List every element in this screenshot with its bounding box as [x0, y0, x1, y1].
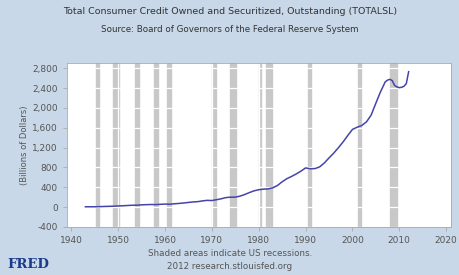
Bar — [308, 63, 310, 227]
Text: Shaded areas indicate US recessions.: Shaded areas indicate US recessions. — [147, 249, 312, 258]
Bar — [211, 63, 215, 227]
Text: FRED: FRED — [7, 258, 49, 271]
Bar — [112, 63, 119, 227]
Bar — [265, 63, 272, 227]
Bar — [153, 63, 157, 227]
Text: Total Consumer Credit Owned and Securitized, Outstanding (TOTALSL): Total Consumer Credit Owned and Securiti… — [63, 7, 396, 16]
Text: 2012 research.stlouisfed.org: 2012 research.stlouisfed.org — [167, 262, 292, 271]
Bar — [96, 63, 99, 227]
Bar — [134, 63, 139, 227]
Bar — [389, 63, 396, 227]
Bar — [258, 63, 261, 227]
Text: Source: Board of Governors of the Federal Reserve System: Source: Board of Governors of the Federa… — [101, 25, 358, 34]
Bar — [230, 63, 235, 227]
Bar — [357, 63, 361, 227]
Bar — [167, 63, 170, 227]
Y-axis label: (Billions of Dollars): (Billions of Dollars) — [20, 105, 29, 185]
